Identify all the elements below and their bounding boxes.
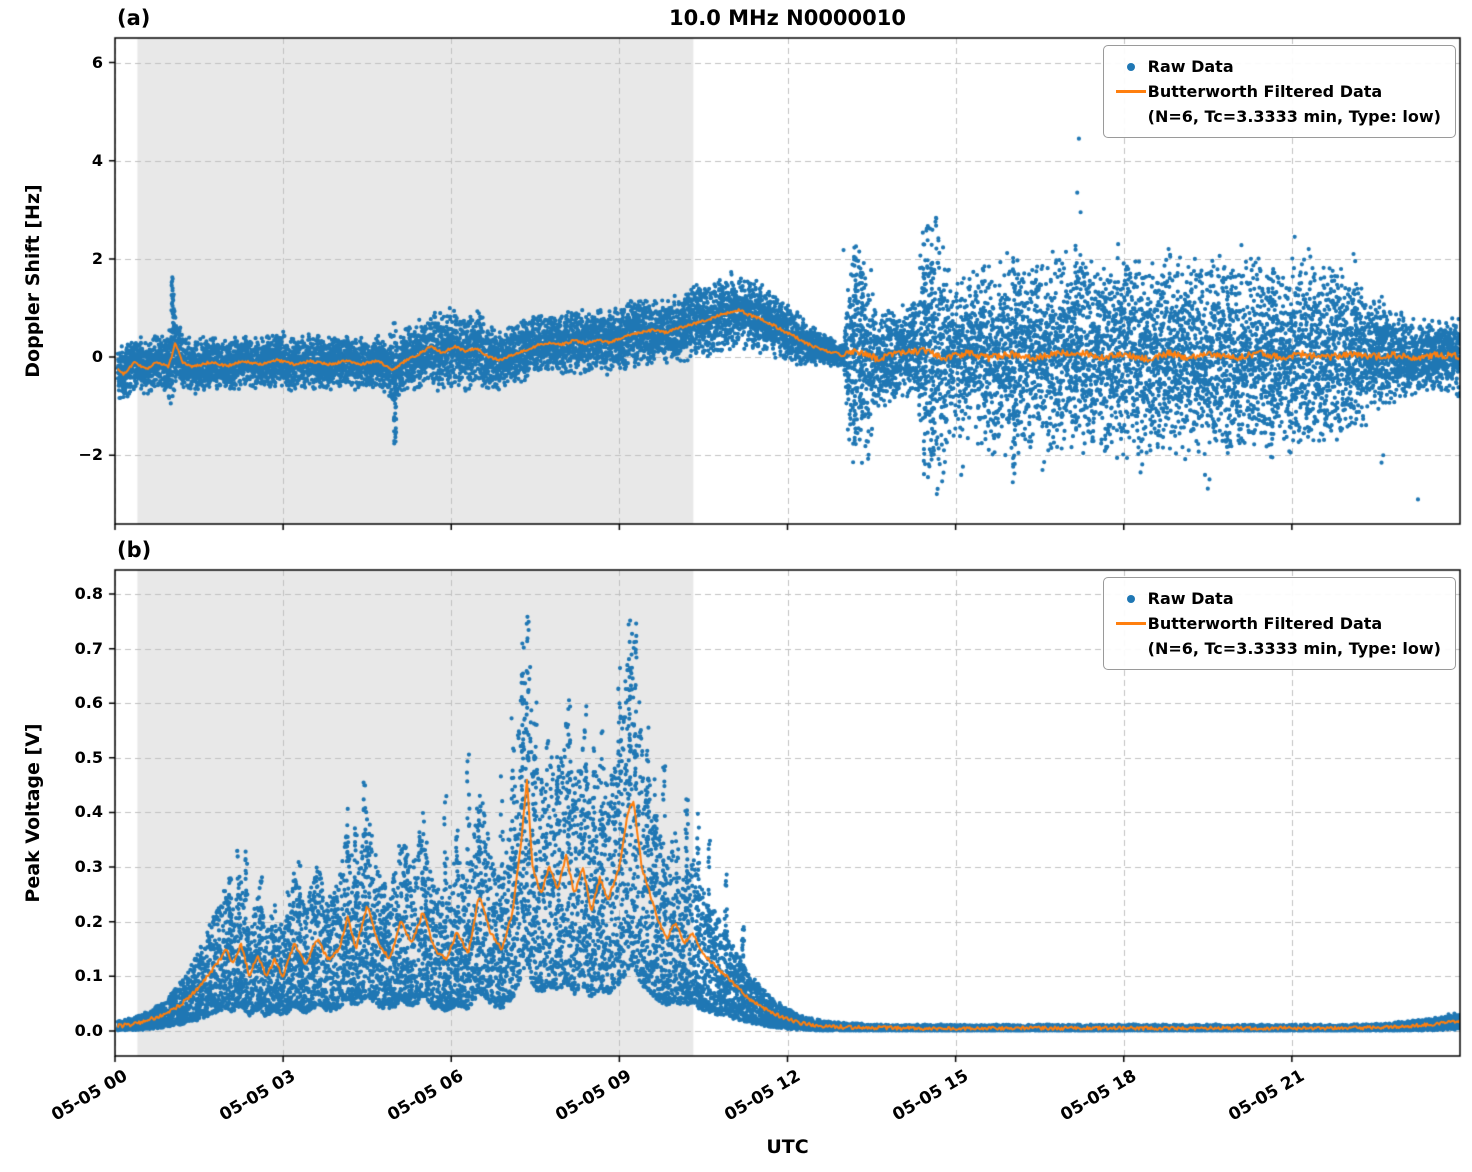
- chart-canvas: [0, 0, 1472, 1172]
- figure: 10.0 MHz N0000010 (a) (b) Doppler Shift …: [0, 0, 1472, 1172]
